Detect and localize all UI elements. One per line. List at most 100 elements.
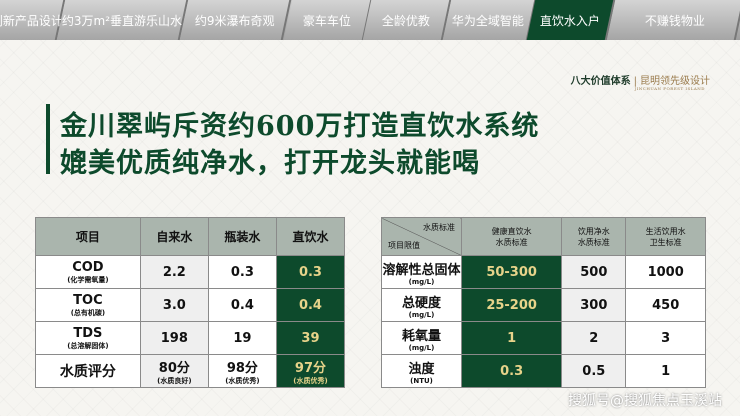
header-line: 水质标准	[495, 237, 528, 247]
water-comparison-table: 项目 自来水 瓶装水 直饮水 COD (化学需氧量) 2.2 0.3 0.3 TOC (总有机碳) 3…	[35, 217, 346, 388]
brand-english: JINCHUAN FOREST ISLAND	[634, 86, 705, 91]
tab-label: 不赚钱物业	[644, 13, 705, 28]
table-cell: 450	[625, 288, 706, 322]
row-name: TOC	[73, 292, 103, 308]
corner-header: 水质标准 项目限值	[381, 217, 462, 256]
row-name: 水质评分	[59, 364, 116, 380]
row-name: COD	[72, 259, 104, 275]
header-line: 卫生标准	[649, 237, 682, 247]
row-label: COD (化学需氧量)	[35, 255, 141, 289]
header-line: 水质标准	[577, 237, 610, 247]
tab-innovation[interactable]: 创新产品设计	[0, 0, 66, 40]
tab-waterfall[interactable]: 约9米瀑布奇观	[180, 0, 292, 40]
headline-line2: 媲美优质纯净水，打开龙头就能喝	[60, 148, 480, 179]
tab-label: 创新产品设计	[0, 13, 63, 28]
cell-value: 0.3	[230, 264, 254, 280]
row-unit: (mg/L)	[408, 277, 435, 286]
cell-value: 39	[301, 330, 320, 346]
row-name: 浊度	[408, 361, 435, 377]
cell-note: (水质优秀)	[293, 376, 328, 385]
table-cell: 39	[275, 321, 346, 355]
column-header: 项目	[35, 217, 141, 256]
row-name: 总硬度	[401, 295, 441, 311]
table-cell: 0.3	[275, 255, 346, 289]
table-row: 水质评分 80分 (水质良好) 98分 (水质优秀) 97分 (水质优秀)	[35, 354, 346, 388]
row-label: TDS (总溶解固体)	[35, 321, 141, 355]
cell-value: 98分	[226, 360, 258, 376]
table-row: 总硬度 (mg/L) 25-200 300 450	[381, 288, 706, 322]
table-row: 溶解性总固体 (mg/L) 50-300 500 1000	[381, 255, 706, 289]
table-cell: 198	[139, 321, 209, 355]
table-cell: 19	[207, 321, 277, 355]
table-cell: 1	[460, 321, 563, 355]
table-cell: 500	[561, 255, 627, 289]
tab-label: 约9米瀑布奇观	[195, 13, 275, 28]
cell-value: 3.0	[162, 297, 186, 313]
table-row: COD (化学需氧量) 2.2 0.3 0.3	[35, 255, 346, 289]
brand-subtitle: 昆明领先级设计	[640, 76, 710, 87]
row-label: TOC (总有机碳)	[35, 288, 141, 322]
headline-line1: 金川翠屿斥资约600万打造直饮水系统	[60, 111, 540, 142]
table-cell: 0.3	[460, 354, 563, 388]
tab-landscape[interactable]: 约3万m²垂直游乐山水	[56, 0, 189, 40]
cell-note: (水质优秀)	[225, 376, 260, 385]
header-row: 水质标准 项目限值 健康直饮水 水质标准 饮用净水 水质标准 生活饮用水 卫生标准	[381, 217, 706, 256]
table-cell: 1000	[625, 255, 706, 289]
row-subtitle: (化学需氧量)	[67, 275, 109, 284]
header-row: 项目 自来水 瓶装水 直饮水	[35, 217, 346, 256]
cell-value: 2.2	[162, 264, 186, 280]
table-cell: 2.2	[139, 255, 209, 289]
table-cell: 97分 (水质优秀)	[275, 354, 346, 388]
tab-smart-home[interactable]: 华为全域智能	[442, 0, 536, 40]
table-cell: 25-200	[460, 288, 563, 322]
table-cell: 0.4	[207, 288, 277, 322]
row-name: TDS	[73, 325, 103, 341]
row-label: 浊度 (NTU)	[381, 354, 462, 388]
tab-direct-water[interactable]: 直饮水入户	[526, 0, 616, 40]
row-subtitle: (总溶解固体)	[67, 341, 109, 350]
corner-bottom: 项目限值	[388, 241, 420, 250]
cell-value: 0.4	[230, 297, 254, 313]
column-header: 健康直饮水 水质标准	[460, 217, 563, 256]
tab-label: 华为全域智能	[451, 13, 524, 28]
cell-value: 0.3	[298, 264, 322, 280]
tab-label: 直饮水入户	[539, 13, 600, 28]
cell-note: (水质良好)	[157, 376, 192, 385]
row-label: 总硬度 (mg/L)	[381, 288, 462, 322]
row-unit: (mg/L)	[408, 310, 435, 319]
water-standard-table: 水质标准 项目限值 健康直饮水 水质标准 饮用净水 水质标准 生活饮用水 卫生标准 溶解性总固体…	[381, 217, 706, 388]
brand-title: 八大价值体系	[570, 76, 631, 87]
table-cell: 0.4	[275, 288, 346, 322]
tab-label: 全龄优教	[381, 13, 430, 28]
row-label: 水质评分	[35, 354, 141, 388]
tab-label: 约3万m²垂直游乐山水	[61, 13, 182, 28]
table-cell: 0.5	[561, 354, 627, 388]
top-nav: 创新产品设计 约3万m²垂直游乐山水 约9米瀑布奇观 豪车车位 全龄优教 华为全…	[0, 0, 740, 40]
cell-value: 19	[233, 330, 252, 346]
column-header: 饮用净水 水质标准	[561, 217, 627, 256]
table-cell: 50-300	[460, 255, 563, 289]
corner-top: 水质标准	[423, 223, 455, 232]
table-cell: 0.3	[207, 255, 277, 289]
column-header: 瓶装水	[207, 217, 277, 256]
cell-value: 97分	[294, 360, 326, 376]
table-cell: 3	[625, 321, 706, 355]
tab-property[interactable]: 不赚钱物业	[606, 0, 740, 40]
header-line: 生活饮用水	[645, 226, 686, 236]
cell-value: 0.4	[298, 297, 322, 313]
title-accent-bar	[46, 104, 50, 174]
table-cell: 300	[561, 288, 627, 322]
cell-value: 198	[160, 330, 188, 346]
tab-parking[interactable]: 豪车车位	[283, 0, 372, 40]
cell-value: 80分	[158, 360, 190, 376]
row-name: 溶解性总固体	[382, 262, 461, 278]
tab-label: 豪车车位	[302, 13, 351, 28]
row-unit: (mg/L)	[408, 343, 435, 352]
table-row: 耗氧量 (mg/L) 1 2 3	[381, 321, 706, 355]
table-cell: 3.0	[139, 288, 209, 322]
table-row: 浊度 (NTU) 0.3 0.5 1	[381, 354, 706, 388]
table-cell: 1	[625, 354, 706, 388]
table-cell: 80分 (水质良好)	[139, 354, 209, 388]
row-unit: (NTU)	[410, 376, 433, 385]
tab-education[interactable]: 全龄优教	[362, 0, 451, 40]
